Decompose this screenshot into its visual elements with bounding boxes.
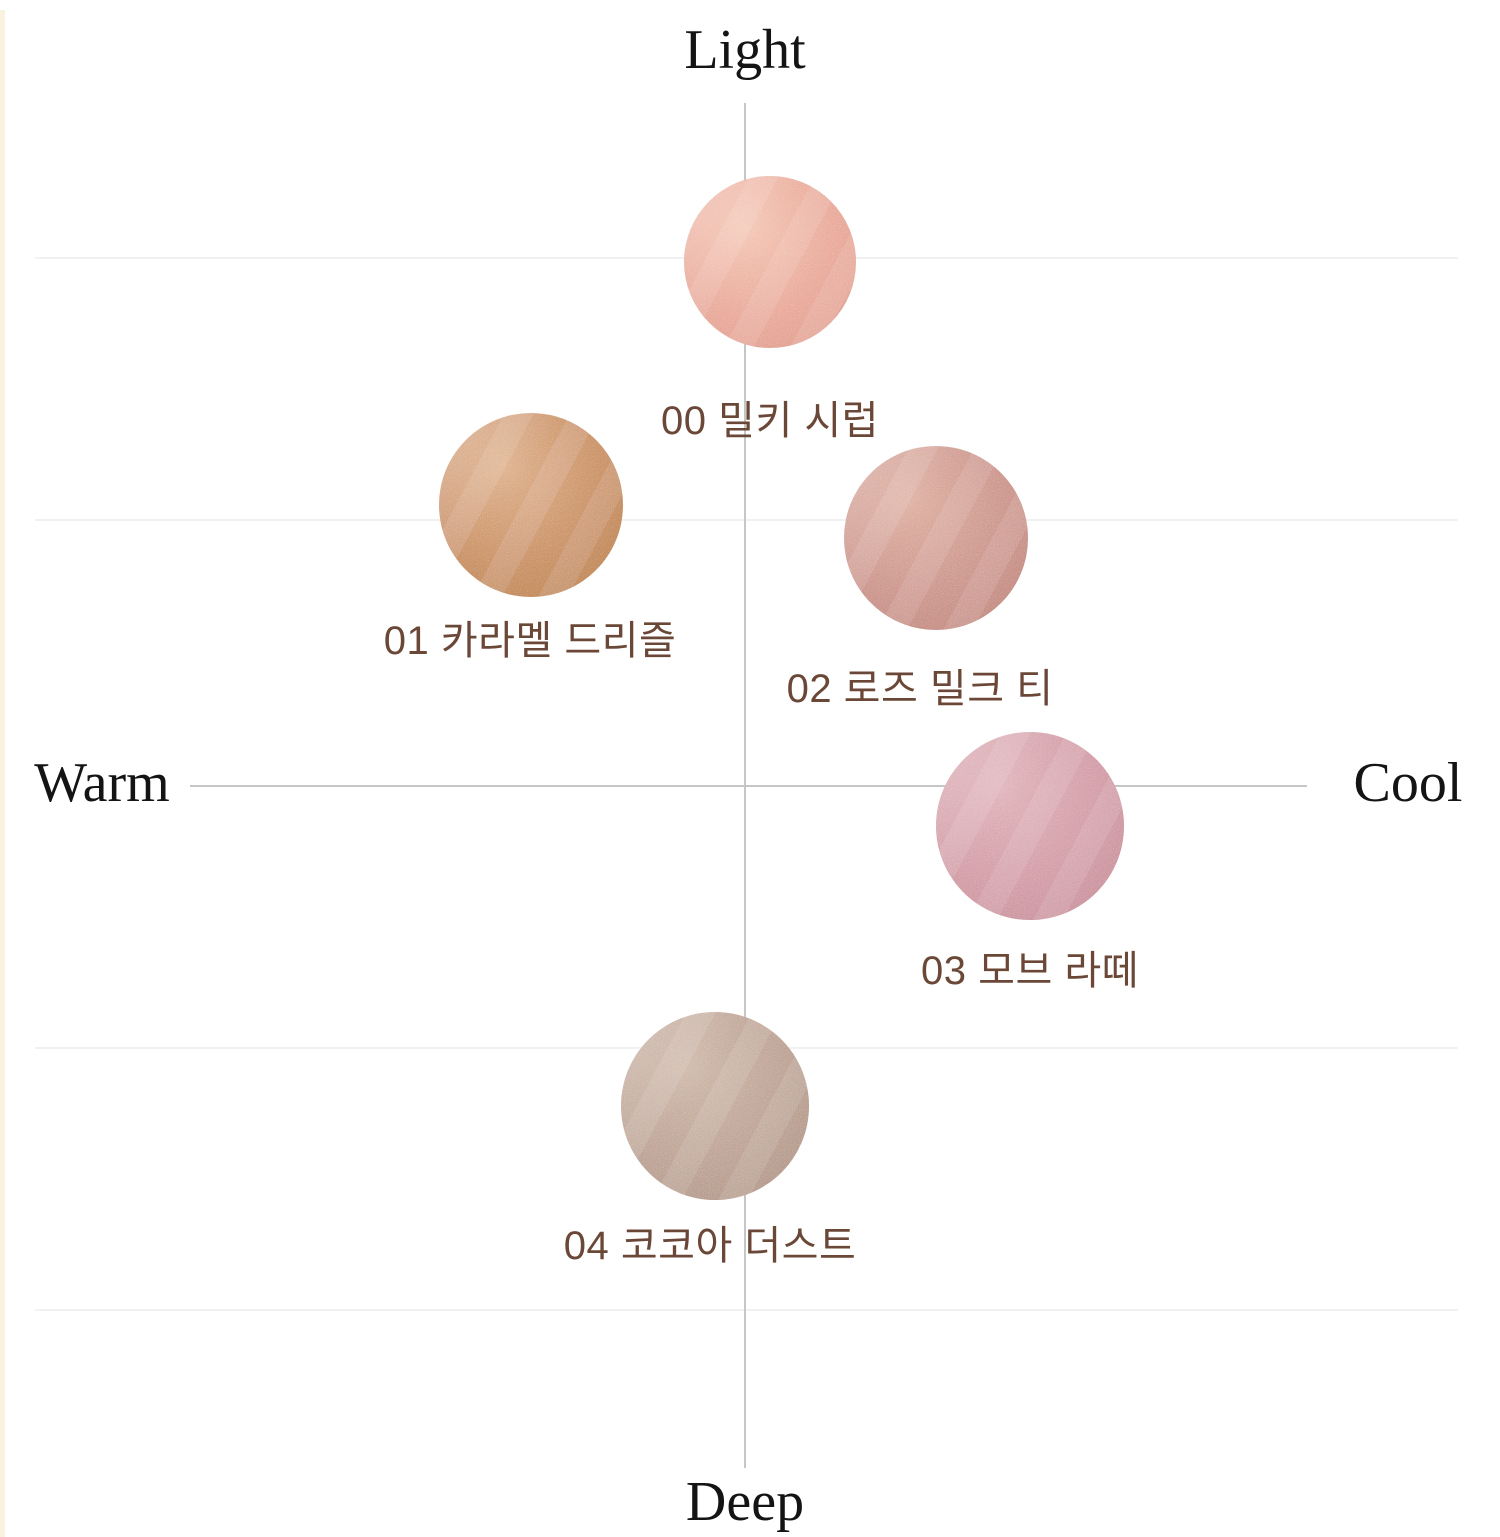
horizontal-axis-line	[190, 785, 1307, 787]
axis-label-cool: Cool	[1353, 752, 1463, 814]
shade-label-00: 00 밀키 시럽	[661, 399, 879, 443]
shade-label-02: 02 로즈 밀크 티	[786, 667, 1054, 711]
page-edge-strip	[0, 10, 5, 1537]
shade-label-01: 01 카라멜 드리즐	[383, 619, 677, 663]
shimmer-texture	[684, 176, 856, 348]
axis-label-deep: Deep	[685, 1471, 805, 1533]
shimmer-texture	[844, 446, 1028, 630]
axis-label-light: Light	[684, 19, 806, 81]
shade-swatch-00	[684, 176, 856, 348]
shade-swatch-04	[621, 1012, 809, 1200]
shimmer-texture	[439, 413, 623, 597]
shade-label-04: 04 코코아 더스트	[563, 1224, 857, 1268]
shimmer-texture	[936, 732, 1124, 920]
shade-swatch-02	[844, 446, 1028, 630]
shade-swatch-03	[936, 732, 1124, 920]
axis-label-warm: Warm	[34, 752, 170, 814]
shade-label-03: 03 모브 라떼	[921, 949, 1139, 993]
shade-swatch-01	[439, 413, 623, 597]
gridline	[35, 519, 1458, 521]
shimmer-texture	[621, 1012, 809, 1200]
gridline	[35, 1309, 1458, 1311]
